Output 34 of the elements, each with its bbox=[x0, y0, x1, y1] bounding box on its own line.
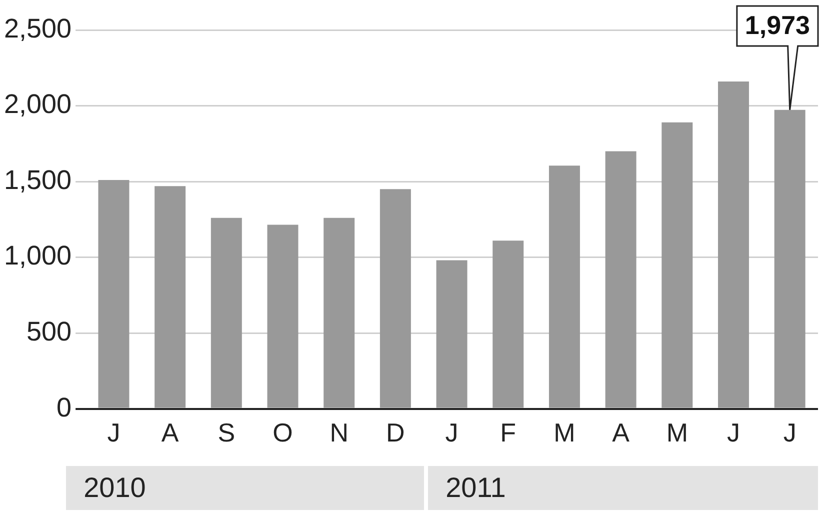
bar bbox=[380, 189, 411, 408]
bar bbox=[98, 180, 130, 408]
x-tick-label: O bbox=[272, 418, 293, 448]
bar bbox=[548, 166, 580, 408]
bar bbox=[154, 186, 186, 408]
y-tick-label: 1,000 bbox=[4, 240, 72, 271]
x-tick-label: A bbox=[612, 418, 630, 448]
bar bbox=[605, 151, 636, 408]
data-label: 1,973 bbox=[744, 10, 810, 40]
y-tick-label: 1,500 bbox=[4, 164, 72, 195]
x-tick-label: J bbox=[783, 418, 796, 448]
bar bbox=[718, 82, 749, 408]
bar bbox=[492, 240, 524, 408]
x-tick-label: J bbox=[726, 418, 740, 448]
bar bbox=[267, 224, 298, 408]
bar bbox=[436, 260, 468, 408]
y-tick-label: 0 bbox=[56, 392, 72, 422]
x-tick-label: J bbox=[107, 418, 120, 448]
x-tick-label: D bbox=[386, 418, 405, 448]
bar bbox=[662, 122, 693, 408]
text: 2011 bbox=[428, 466, 818, 510]
x-tick-label: M bbox=[666, 418, 688, 448]
x-tick-label: A bbox=[161, 418, 180, 448]
y-tick-label: 2,000 bbox=[4, 89, 72, 120]
text: 2010 bbox=[66, 466, 424, 510]
x-tick-label: F bbox=[500, 418, 516, 448]
x-tick-label: N bbox=[330, 418, 348, 448]
x-tick-label: J bbox=[445, 418, 458, 448]
bar bbox=[210, 218, 242, 408]
y-tick-label: 500 bbox=[26, 316, 72, 346]
bar bbox=[324, 218, 355, 408]
y-tick-label: 2,500 bbox=[4, 13, 72, 44]
x-tick-label: S bbox=[218, 418, 236, 448]
x-tick-label: M bbox=[554, 418, 576, 448]
